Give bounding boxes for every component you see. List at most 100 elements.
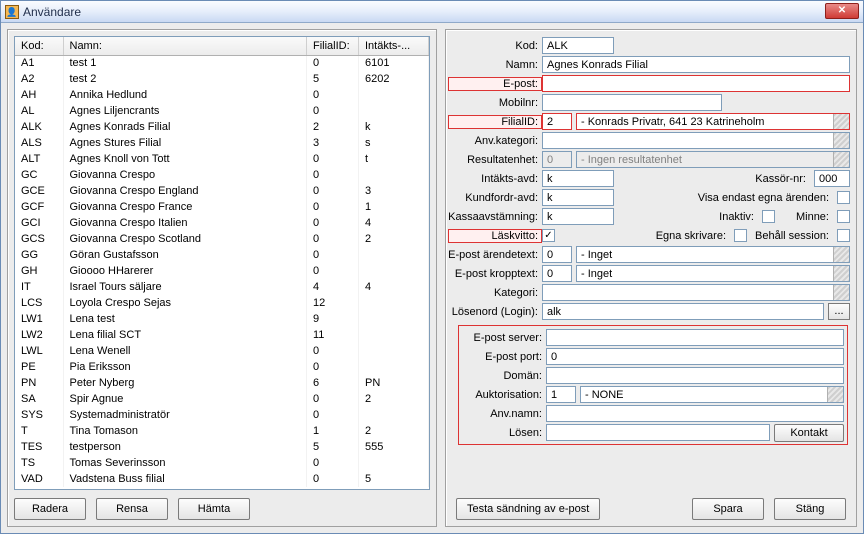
eparende-code-input[interactable] <box>542 246 572 263</box>
table-row[interactable]: ALKAgnes Konrads Filial2k <box>15 119 429 135</box>
table-row[interactable]: TEStestperson5555 <box>15 439 429 455</box>
table-row[interactable]: GCSGiovanna Crespo Scotland02 <box>15 231 429 247</box>
table-row[interactable]: LWLLena Wenell0 <box>15 343 429 359</box>
table-row[interactable]: AHAnnika Hedlund0 <box>15 87 429 103</box>
mobilnr-input[interactable] <box>542 94 722 111</box>
resultat-combo-text: - Ingen resultatenhet <box>581 154 682 166</box>
inaktiv-checkbox[interactable] <box>762 210 775 223</box>
epkropp-combo[interactable]: - Inget <box>576 265 850 282</box>
namn-input[interactable] <box>542 56 850 73</box>
table-cell: 5 <box>307 71 359 87</box>
kassornr-input[interactable] <box>814 170 850 187</box>
table-cell: 0 <box>307 407 359 423</box>
table-cell: 0 <box>307 167 359 183</box>
kassaav-input[interactable] <box>542 208 614 225</box>
losen-input[interactable] <box>546 424 770 441</box>
table-row[interactable]: VADVadstena Buss filial05 <box>15 471 429 487</box>
anvkat-combo[interactable] <box>542 132 850 149</box>
intakts-input[interactable] <box>542 170 614 187</box>
table-row[interactable]: ALTAgnes Knoll von Tott0t <box>15 151 429 167</box>
table-cell <box>359 311 429 327</box>
titlebar: 👤 Användare ✕ <box>1 1 863 23</box>
laskvitto-checkbox[interactable]: ✓ <box>542 229 555 242</box>
radera-button[interactable]: Radera <box>14 498 86 520</box>
table-cell: Tomas Severinsson <box>63 455 307 471</box>
eparende-combo[interactable]: - Inget <box>576 246 850 263</box>
table-cell: 0 <box>307 231 359 247</box>
table-row[interactable]: A2test 256202 <box>15 71 429 87</box>
anvnamn-input[interactable] <box>546 405 844 422</box>
losenord-input[interactable] <box>542 303 824 320</box>
doman-input[interactable] <box>546 367 844 384</box>
table-row[interactable]: ITIsrael Tours säljare44 <box>15 279 429 295</box>
table-row[interactable]: TTina Tomason12 <box>15 423 429 439</box>
app-icon: 👤 <box>5 5 19 19</box>
table-cell: ALT <box>15 151 63 167</box>
auktor-combo[interactable]: - NONE <box>580 386 844 403</box>
table-row[interactable]: ALSAgnes Stures Filial3s <box>15 135 429 151</box>
table-cell: 12 <box>307 295 359 311</box>
kontakt-button[interactable]: Kontakt <box>774 424 844 442</box>
user-table-wrap[interactable]: Kod:Namn:FilialID:Intäkts-... A1test 106… <box>14 36 430 490</box>
kategori-combo[interactable] <box>542 284 850 301</box>
table-cell: 0 <box>307 343 359 359</box>
body: Kod:Namn:FilialID:Intäkts-... A1test 106… <box>1 23 863 533</box>
table-cell: Giovanna Crespo England <box>63 183 307 199</box>
epserver-input[interactable] <box>546 329 844 346</box>
table-row[interactable]: A1test 106101 <box>15 55 429 71</box>
epkropp-code-input[interactable] <box>542 265 572 282</box>
table-cell: 9 <box>307 311 359 327</box>
column-header[interactable]: Intäkts-... <box>359 37 429 55</box>
table-row[interactable]: SYSSystemadministratör0 <box>15 407 429 423</box>
losenord-dots-button[interactable]: ... <box>828 303 850 320</box>
spara-button[interactable]: Spara <box>692 498 764 520</box>
table-cell: ALK <box>15 119 63 135</box>
table-row[interactable]: LCSLoyola Crespo Sejas12 <box>15 295 429 311</box>
table-cell: 4 <box>359 279 429 295</box>
table-row[interactable]: GCFGiovanna Crespo France01 <box>15 199 429 215</box>
table-row[interactable]: GHGioooo HHarerer0 <box>15 263 429 279</box>
table-cell: Giovanna Crespo Scotland <box>63 231 307 247</box>
table-row[interactable]: ALAgnes Liljencrants0 <box>15 103 429 119</box>
visaend-checkbox[interactable] <box>837 191 850 204</box>
testa-button[interactable]: Testa sändning av e-post <box>456 498 600 520</box>
table-row[interactable]: GGGöran Gustafsson0 <box>15 247 429 263</box>
table-cell: 0 <box>307 183 359 199</box>
close-button[interactable]: ✕ <box>825 3 859 19</box>
kundfordr-input[interactable] <box>542 189 614 206</box>
hamta-button[interactable]: Hämta <box>178 498 250 520</box>
table-row[interactable]: LW2Lena filial SCT11 <box>15 327 429 343</box>
filialid-combo[interactable]: - Konrads Privatr, 641 23 Katrineholm <box>576 113 850 130</box>
column-header[interactable]: Kod: <box>15 37 63 55</box>
table-row[interactable]: SASpir Agnue02 <box>15 391 429 407</box>
filialid-combo-text: - Konrads Privatr, 641 23 Katrineholm <box>581 116 764 128</box>
chevron-down-icon <box>827 387 843 402</box>
epost-input[interactable] <box>542 75 850 92</box>
filialid-label: FilialID: <box>448 115 542 129</box>
table-row[interactable]: LW1Lena test9 <box>15 311 429 327</box>
table-row[interactable]: GCGiovanna Crespo0 <box>15 167 429 183</box>
filialid-code-input[interactable] <box>542 113 572 130</box>
doman-label: Domän: <box>462 370 546 382</box>
egnaskr-checkbox[interactable] <box>734 229 747 242</box>
table-row[interactable]: PEPia Eriksson0 <box>15 359 429 375</box>
auktor-code-input[interactable] <box>546 386 576 403</box>
column-header[interactable]: FilialID: <box>307 37 359 55</box>
behall-checkbox[interactable] <box>837 229 850 242</box>
stang-button[interactable]: Stäng <box>774 498 846 520</box>
kassornr-label: Kassör-nr: <box>751 173 810 185</box>
table-cell: TS <box>15 455 63 471</box>
table-cell: TES <box>15 439 63 455</box>
rensa-button[interactable]: Rensa <box>96 498 168 520</box>
table-row[interactable]: GCIGiovanna Crespo Italien04 <box>15 215 429 231</box>
table-row[interactable]: PNPeter Nyberg6PN <box>15 375 429 391</box>
kod-input[interactable] <box>542 37 614 54</box>
table-row[interactable]: GCEGiovanna Crespo England03 <box>15 183 429 199</box>
epport-input[interactable] <box>546 348 844 365</box>
column-header[interactable]: Namn: <box>63 37 307 55</box>
resultat-label: Resultatenhet: <box>448 154 542 166</box>
eparende-label: E-post ärendetext: <box>448 249 542 261</box>
minne-checkbox[interactable] <box>837 210 850 223</box>
table-cell: Tina Tomason <box>63 423 307 439</box>
table-row[interactable]: TSTomas Severinsson0 <box>15 455 429 471</box>
